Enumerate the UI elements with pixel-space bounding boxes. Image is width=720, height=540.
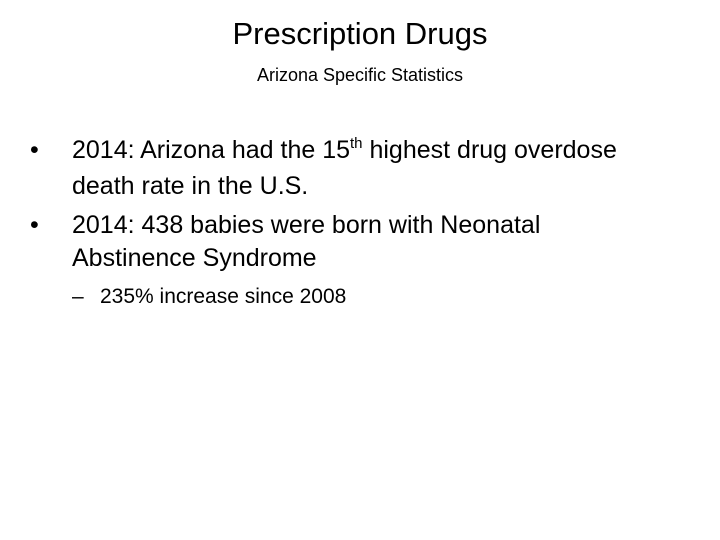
bullet-text: 2014: Arizona had the 15 (72, 136, 351, 164)
bullet-text: highest drug overdose death rate in the … (72, 136, 617, 200)
sub-bullet-list: 235% increase since 2008 (72, 283, 630, 311)
bullet: 2014: 438 babies were born with Neonatal… (30, 209, 630, 311)
sub-bullet: 235% increase since 2008 (72, 283, 630, 311)
slide-title: Prescription Drugs (232, 16, 488, 51)
bullet: 2014: Arizona had the 15th highest drug … (30, 134, 630, 203)
superscript: th (350, 135, 363, 152)
slide-subtitle: Arizona Specific Statistics (256, 65, 464, 85)
bullet-text: 2014: 438 babies were born with Neonatal… (72, 211, 541, 272)
bullet-list: 2014: Arizona had the 15th highest drug … (30, 134, 630, 317)
